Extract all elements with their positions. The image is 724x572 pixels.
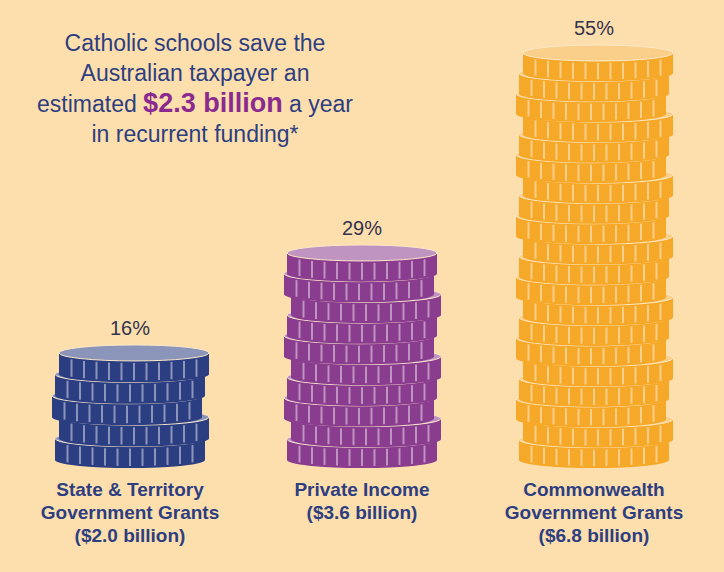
svg-text:State & Territory: State & Territory bbox=[56, 479, 204, 500]
svg-text:Private Income: Private Income bbox=[294, 479, 429, 500]
svg-text:16%: 16% bbox=[110, 317, 150, 339]
svg-text:Commonwealth: Commonwealth bbox=[523, 479, 664, 500]
svg-text:Government Grants: Government Grants bbox=[505, 502, 683, 523]
svg-text:($3.6 billion): ($3.6 billion) bbox=[307, 502, 418, 523]
svg-text:($6.8 billion): ($6.8 billion) bbox=[539, 525, 650, 546]
svg-text:($2.0 billion): ($2.0 billion) bbox=[75, 525, 186, 546]
svg-text:55%: 55% bbox=[574, 17, 614, 39]
svg-text:Government Grants: Government Grants bbox=[41, 502, 219, 523]
html-text:Catholic schools save the Aust: Catholic schools save the Australian tax… bbox=[37, 30, 353, 147]
svg-text:29%: 29% bbox=[342, 217, 382, 239]
